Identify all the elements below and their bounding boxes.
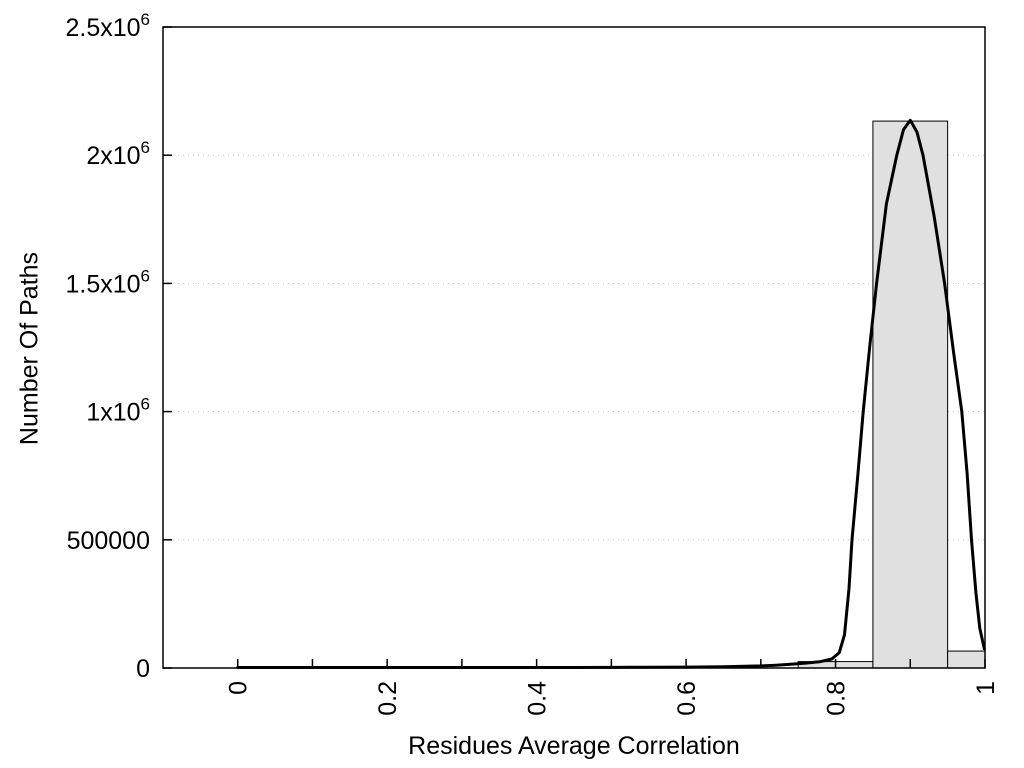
y-tick-label: 1.5x106 — [65, 266, 150, 298]
x-tick-label: 0.6 — [673, 681, 701, 716]
y-tick-label: 2.5x106 — [65, 10, 150, 42]
x-tick-label: 0.8 — [823, 681, 851, 716]
histogram-bar — [872, 120, 949, 669]
y-tick-label: 0 — [136, 655, 150, 683]
x-axis-title: Residues Average Correlation — [408, 732, 740, 760]
x-tick-label: 0 — [225, 681, 253, 695]
y-tick-label: 1x106 — [86, 395, 150, 427]
x-tick-label: 0.2 — [374, 681, 402, 716]
x-tick-label: 0.4 — [524, 681, 552, 716]
distribution-curve — [236, 118, 986, 669]
histogram-bar — [947, 650, 986, 669]
y-axis-title: Number Of Paths — [15, 251, 44, 446]
y-tick-label: 2x106 — [86, 138, 150, 170]
plot-border — [162, 26, 986, 669]
x-tick-label: 1 — [972, 681, 1000, 695]
y-tick-label: 500000 — [67, 527, 150, 555]
